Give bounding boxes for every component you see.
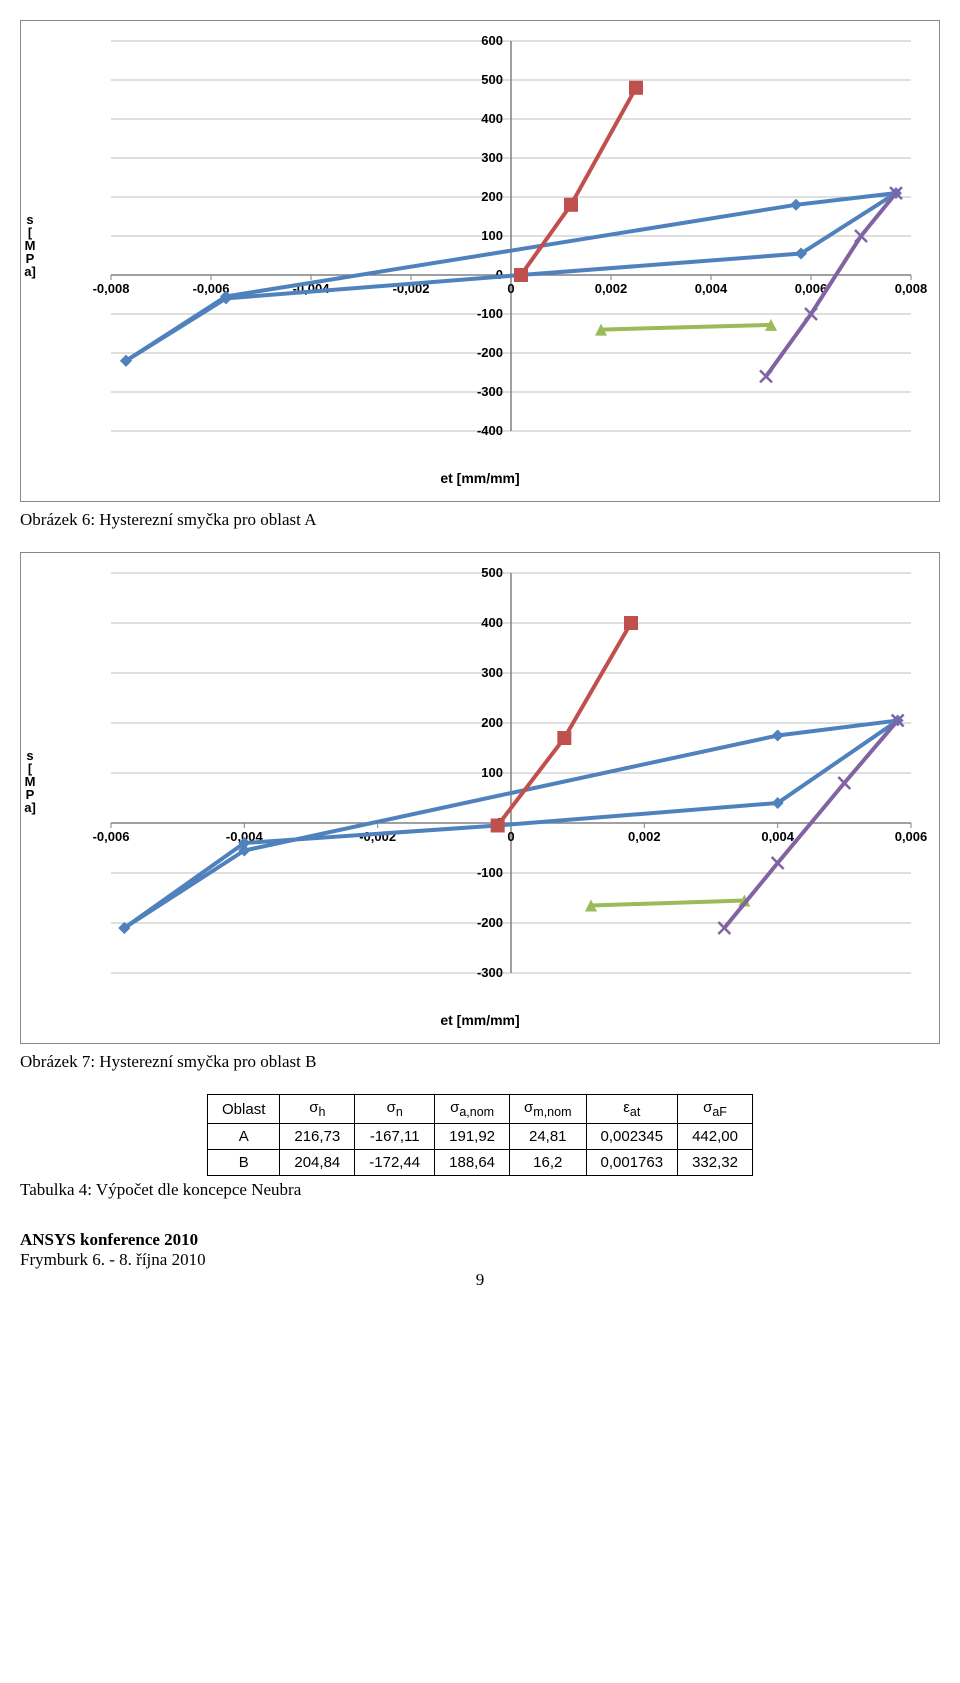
chart-a-svg: -400 -300 -200 -100 0 100 200 300 400 500 600 -0,00… <box>51 31 931 461</box>
table-header: σh <box>280 1095 355 1124</box>
svg-text:300: 300 <box>481 665 503 680</box>
table-header: σa,nom <box>435 1095 510 1124</box>
table-caption: Tabulka 4: Výpočet dle koncepce Neubra <box>20 1180 940 1200</box>
svg-text:-200: -200 <box>477 915 503 930</box>
table-header: σm,nom <box>510 1095 586 1124</box>
svg-text:200: 200 <box>481 189 503 204</box>
results-table: Oblastσhσnσa,nomσm,nomεatσaF A216,73-167… <box>207 1094 753 1176</box>
page-number: 9 <box>20 1270 940 1290</box>
svg-text:-200: -200 <box>477 345 503 360</box>
table-cell: 0,001763 <box>586 1150 678 1176</box>
svg-text:-0,008: -0,008 <box>93 281 130 296</box>
table-cell: 204,84 <box>280 1150 355 1176</box>
table-cell: -172,44 <box>355 1150 435 1176</box>
svg-text:300: 300 <box>481 150 503 165</box>
svg-text:100: 100 <box>481 228 503 243</box>
svg-text:0,004: 0,004 <box>761 829 794 844</box>
footer-line1: ANSYS konference 2010 <box>20 1230 940 1250</box>
caption-chart-b: Obrázek 7: Hysterezní smyčka pro oblast … <box>20 1052 940 1072</box>
svg-text:0,008: 0,008 <box>895 281 928 296</box>
table-cell: 0,002345 <box>586 1124 678 1150</box>
svg-text:0,002: 0,002 <box>628 829 661 844</box>
caption-chart-a: Obrázek 6: Hysterezní smyčka pro oblast … <box>20 510 940 530</box>
chart-b: s [MPa] -300 -200 -100 0 100 200 300 400 500 -0,0… <box>20 552 940 1044</box>
svg-text:0: 0 <box>507 281 514 296</box>
table-header: σaF <box>678 1095 753 1124</box>
table-header: σn <box>355 1095 435 1124</box>
table-cell: A <box>208 1124 280 1150</box>
table-header: εat <box>586 1095 678 1124</box>
chart-b-svg: -300-200-1000100200300400500-0,006-0,004… <box>51 563 931 1003</box>
table-cell: 442,00 <box>678 1124 753 1150</box>
svg-text:-300: -300 <box>477 384 503 399</box>
chart-b-xlabel: et [mm/mm] <box>31 1012 929 1028</box>
table-cell: -167,11 <box>355 1124 435 1150</box>
svg-text:500: 500 <box>481 72 503 87</box>
svg-text:400: 400 <box>481 615 503 630</box>
table-row: A216,73-167,11191,9224,810,002345442,00 <box>208 1124 753 1150</box>
table-cell: 216,73 <box>280 1124 355 1150</box>
table-cell: B <box>208 1150 280 1176</box>
svg-text:600: 600 <box>481 33 503 48</box>
svg-text:0,006: 0,006 <box>895 829 928 844</box>
svg-text:-0,006: -0,006 <box>93 829 130 844</box>
chart-a-xlabel: et [mm/mm] <box>31 470 929 486</box>
svg-text:-400: -400 <box>477 423 503 438</box>
table-cell: 24,81 <box>510 1124 586 1150</box>
svg-text:500: 500 <box>481 565 503 580</box>
svg-text:0,002: 0,002 <box>595 281 628 296</box>
table-cell: 332,32 <box>678 1150 753 1176</box>
svg-text:100: 100 <box>481 765 503 780</box>
svg-text:0: 0 <box>507 829 514 844</box>
svg-text:400: 400 <box>481 111 503 126</box>
table-row: B204,84-172,44188,6416,20,001763332,32 <box>208 1150 753 1176</box>
footer-line2: Frymburk 6. - 8. října 2010 <box>20 1250 940 1270</box>
table-cell: 191,92 <box>435 1124 510 1150</box>
table-cell: 16,2 <box>510 1150 586 1176</box>
svg-text:200: 200 <box>481 715 503 730</box>
chart-a: s [MPa] -400 -300 -200 -100 0 100 200 300 400 500… <box>20 20 940 502</box>
svg-text:0,004: 0,004 <box>695 281 728 296</box>
svg-text:-100: -100 <box>477 306 503 321</box>
svg-text:-300: -300 <box>477 965 503 980</box>
svg-text:0: 0 <box>496 267 503 282</box>
table-cell: 188,64 <box>435 1150 510 1176</box>
chart-a-ylabel: s [MPa] <box>23 213 37 278</box>
chart-b-ylabel: s [MPa] <box>23 749 37 814</box>
svg-text:-100: -100 <box>477 865 503 880</box>
table-header: Oblast <box>208 1095 280 1124</box>
